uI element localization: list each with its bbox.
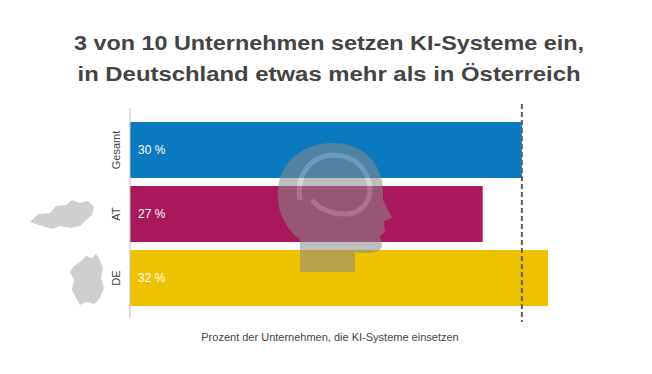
data-label: 27 % xyxy=(138,207,166,221)
decoration xyxy=(30,200,104,305)
map-austria xyxy=(30,200,94,229)
head-icon xyxy=(278,143,392,272)
title-line: in Deutschland etwas mehr als in Österre… xyxy=(78,62,581,85)
category-axis xyxy=(130,108,131,318)
bars xyxy=(130,122,548,306)
reference-line xyxy=(521,104,523,322)
category-label: DE xyxy=(110,270,122,285)
data-label: 32 % xyxy=(138,271,166,285)
chart-root: 3 von 10 Unternehmen setzen KI-Systeme e… xyxy=(0,0,652,374)
title-line: 3 von 10 Unternehmen setzen KI-Systeme e… xyxy=(74,31,584,54)
data-label: 30 % xyxy=(138,143,166,157)
category-label: AT xyxy=(110,207,122,221)
x-axis-label: Prozent der Unternehmen, die KI-Systeme … xyxy=(201,331,458,343)
map-germany xyxy=(70,254,104,305)
title: 3 von 10 Unternehmen setzen KI-Systeme e… xyxy=(74,31,584,85)
head-shape xyxy=(278,143,392,272)
chart-svg: 3 von 10 Unternehmen setzen KI-Systeme e… xyxy=(0,0,652,374)
head-brain xyxy=(299,155,370,214)
category-label: Gesamt xyxy=(110,131,122,170)
